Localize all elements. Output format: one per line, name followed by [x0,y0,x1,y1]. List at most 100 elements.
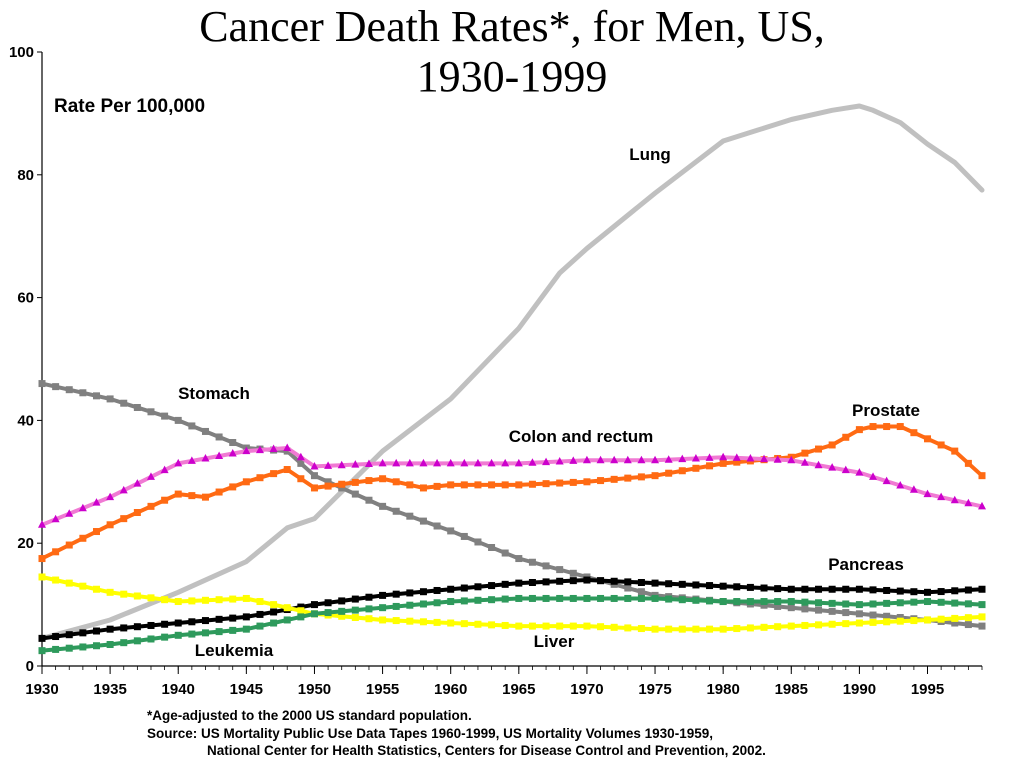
data-point-liver [937,615,945,623]
data-point-colon-and-rectum [678,454,687,463]
footnote: *Age-adjusted to the 2000 US standard po… [147,707,766,760]
data-point-prostate [883,423,891,431]
data-point-liver [978,613,986,621]
data-point-liver [65,579,73,587]
data-point-stomach [869,611,877,619]
x-tick-label: 1960 [434,681,467,698]
data-point-prostate [597,477,605,485]
data-point-liver [869,618,877,626]
data-point-pancreas [392,590,400,598]
data-point-pancreas [978,585,986,593]
data-point-colon-and-rectum [174,458,183,467]
data-point-leukemia [460,597,468,605]
data-point-pancreas [229,614,237,622]
data-point-leukemia [583,594,591,602]
data-point-liver [637,625,645,633]
data-point-liver [678,625,686,633]
data-point-stomach [637,588,645,596]
data-point-pancreas [515,579,523,587]
data-point-colon-and-rectum [106,492,115,501]
x-tick-label: 1970 [570,681,603,698]
data-point-liver [855,619,863,627]
data-point-pancreas [896,587,904,595]
data-point-pancreas [556,577,564,585]
data-point-leukemia [910,598,918,606]
data-point-liver [229,595,237,603]
data-point-prostate [52,548,60,556]
data-point-stomach [188,422,196,430]
data-point-colon-and-rectum [732,453,741,461]
data-point-liver [474,620,482,628]
data-point-pancreas [92,627,100,635]
data-point-liver [828,620,836,628]
data-point-stomach [528,558,536,566]
data-point-prostate [351,478,359,486]
data-point-stomach [419,517,427,525]
data-point-prostate [842,433,850,441]
data-point-leukemia [324,609,332,617]
data-point-pancreas [256,610,264,618]
data-point-pancreas [188,618,196,626]
data-point-stomach [324,478,332,486]
x-tick-label: 1965 [502,681,535,698]
series-label-stomach: Stomach [178,384,250,403]
chart-title-line1: Cancer Death Rates*, for Men, US, [199,2,825,51]
data-point-pancreas [338,597,346,605]
data-point-leukemia [488,596,496,604]
data-point-liver [488,621,496,629]
data-point-stomach [447,527,455,535]
data-point-leukemia [556,594,564,602]
data-point-leukemia [937,598,945,606]
series-label-colon-and-rectum: Colon and rectum [509,427,654,446]
data-point-colon-and-rectum [501,458,510,467]
data-point-colon-and-rectum [828,463,837,471]
data-point-leukemia [297,613,305,621]
data-point-pancreas [161,620,169,628]
data-point-colon-and-rectum [255,445,264,454]
data-point-leukemia [692,596,700,604]
data-point-colon-and-rectum [201,453,210,462]
data-point-leukemia [597,594,605,602]
data-point-stomach [65,386,73,394]
data-point-liver [719,625,727,633]
data-point-prostate [106,521,114,529]
data-point-pancreas [937,588,945,596]
data-point-prostate [924,435,932,443]
data-point-colon-and-rectum [296,452,305,461]
data-point-liver [79,582,87,590]
data-point-colon-and-rectum [691,453,700,462]
data-point-liver [815,621,823,629]
data-point-pancreas [379,591,387,599]
data-point-liver [924,616,932,624]
data-point-prostate [147,502,155,510]
data-point-colon-and-rectum [146,472,155,480]
data-point-liver [38,573,46,581]
data-point-liver [406,617,414,625]
data-point-stomach [92,392,100,400]
x-tick-label: 1940 [162,681,195,698]
data-point-colon-and-rectum [937,492,946,501]
data-point-liver [52,576,60,584]
data-point-colon-and-rectum [651,455,660,464]
data-point-colon-and-rectum [433,458,442,467]
data-point-colon-and-rectum [160,465,169,474]
data-point-pancreas [297,603,305,611]
data-point-liver [842,620,850,628]
data-point-pancreas [201,617,209,625]
data-point-leukemia [501,595,509,603]
data-point-colon-and-rectum [460,458,469,467]
data-point-liver [147,594,155,602]
data-point-colon-and-rectum [92,498,101,506]
data-point-colon-and-rectum [364,459,373,467]
data-point-leukemia [310,610,318,618]
x-tick-label: 1975 [638,681,671,698]
data-point-leukemia [746,598,754,606]
data-point-pancreas [678,580,686,588]
data-point-liver [787,622,795,630]
data-point-pancreas [65,631,73,639]
data-point-liver [896,617,904,625]
data-point-prostate [406,481,414,489]
data-point-leukemia [65,644,73,652]
data-point-pancreas [147,621,155,629]
data-point-prostate [828,441,836,449]
